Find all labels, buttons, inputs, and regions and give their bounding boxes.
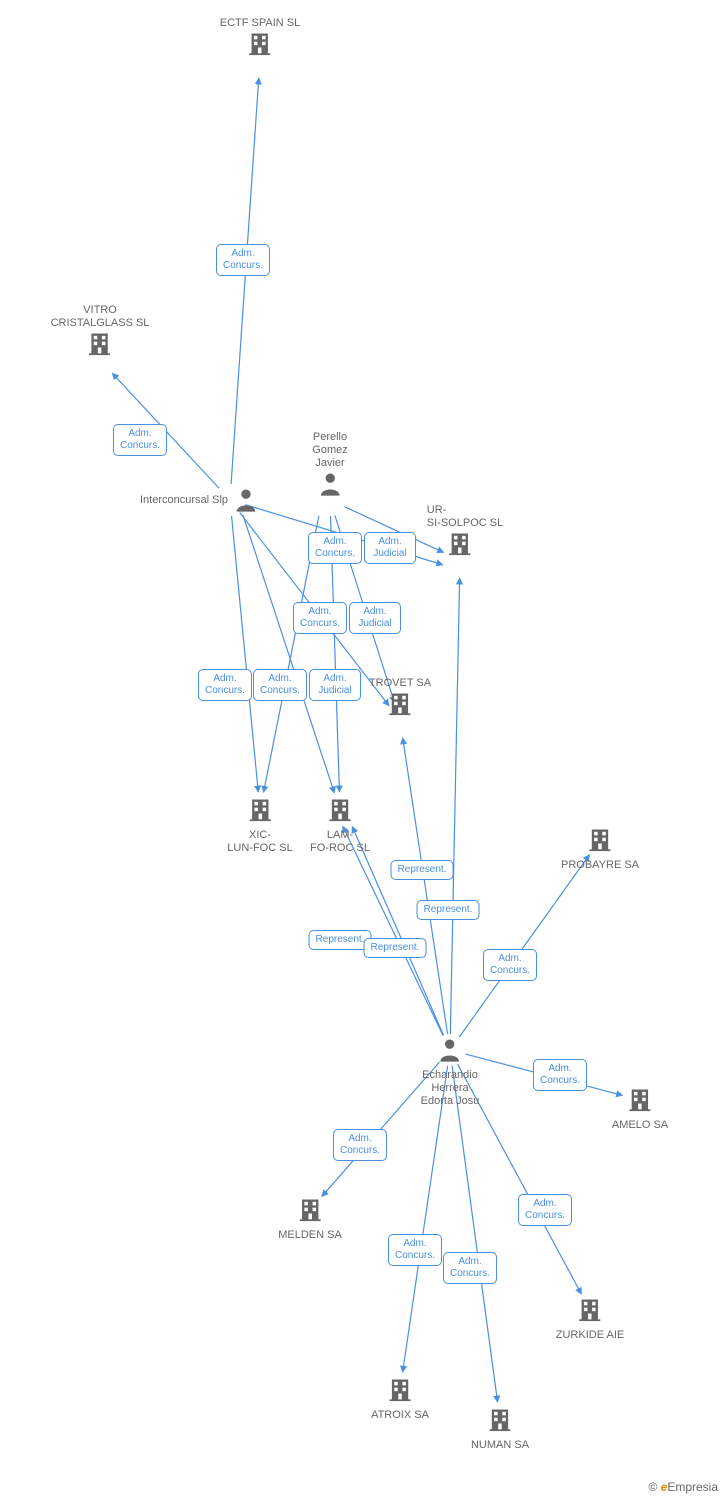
node-probayre[interactable]: PROBAYRE SA xyxy=(561,826,639,872)
node-atroix[interactable]: ATROIX SA xyxy=(371,1376,429,1422)
node-melden[interactable]: MELDEN SA xyxy=(278,1196,342,1242)
node-xic[interactable]: XIC-LUN-FOC SL xyxy=(227,796,292,855)
edge-label: Adm.Judicial xyxy=(309,669,361,701)
edge-label: Adm.Judicial xyxy=(349,602,401,634)
node-label: TROVET SA xyxy=(369,677,431,690)
edge-echar-lam xyxy=(352,826,443,1035)
edge-label: Adm.Judicial xyxy=(364,532,416,564)
node-label: ATROIX SA xyxy=(371,1409,429,1422)
node-zurkide[interactable]: ZURKIDE AIE xyxy=(556,1296,624,1342)
node-lam[interactable]: LAM-FO-ROC SL xyxy=(310,796,370,855)
edge-label: Adm.Concurs. xyxy=(308,532,362,564)
edge-echar-probayre xyxy=(459,855,589,1037)
edge-interconc-xic xyxy=(232,516,259,792)
node-numan[interactable]: NUMAN SA xyxy=(471,1406,529,1452)
edges-layer xyxy=(0,0,728,1500)
edge-label: Adm.Concurs. xyxy=(533,1059,587,1091)
edge-perello-xic xyxy=(264,516,319,793)
edge-label: Adm.Concurs. xyxy=(216,244,270,276)
edge-echar-atroix xyxy=(403,1066,448,1372)
edge-label: Adm.Concurs. xyxy=(333,1129,387,1161)
edge-label: Represent. xyxy=(309,930,372,950)
node-label: PROBAYRE SA xyxy=(561,859,639,872)
node-interconc[interactable]: Interconcursal Slp xyxy=(170,486,290,514)
edge-perello-trovet xyxy=(335,515,395,703)
copyright-text: Empresia xyxy=(667,1480,718,1494)
edge-label: Adm.Concurs. xyxy=(388,1234,442,1266)
edge-interconc-trovet xyxy=(240,513,389,706)
node-label: XIC-LUN-FOC SL xyxy=(227,829,292,855)
node-label: Interconcursal Slp xyxy=(140,494,228,507)
edge-label: Represent. xyxy=(364,938,427,958)
edge-interconc-ectf xyxy=(231,78,259,484)
node-label: AMELO SA xyxy=(612,1119,668,1132)
node-label: EcharandioHerreraEdorta Josu xyxy=(421,1069,480,1108)
edge-echar-numan xyxy=(452,1066,497,1402)
node-label: PerelloGomezJavier xyxy=(312,431,347,470)
node-label: MELDEN SA xyxy=(278,1229,342,1242)
node-vitro[interactable]: VITROCRISTALGLASS SL xyxy=(51,304,150,363)
edge-label: Adm.Concurs. xyxy=(198,669,252,701)
node-label: NUMAN SA xyxy=(471,1439,529,1452)
edge-label: Represent. xyxy=(391,860,454,880)
edge-label: Adm.Concurs. xyxy=(253,669,307,701)
edge-label: Adm.Concurs. xyxy=(518,1194,572,1226)
node-label: UR-SI-SOLPOC SL xyxy=(427,504,503,530)
edge-perello-lam xyxy=(331,516,340,792)
copyright: © eEmpresia xyxy=(648,1480,718,1494)
node-perello[interactable]: PerelloGomezJavier xyxy=(312,431,347,503)
node-label: ZURKIDE AIE xyxy=(556,1329,624,1342)
edge-label: Represent. xyxy=(417,900,480,920)
node-urasi[interactable]: UR-SI-SOLPOC SL xyxy=(417,504,503,563)
edge-interconc-lam xyxy=(243,515,334,793)
node-label: LAM-FO-ROC SL xyxy=(310,829,370,855)
edge-echar-lam xyxy=(343,826,443,1035)
node-label: ECTF SPAIN SL xyxy=(220,17,300,30)
edge-label: Adm.Concurs. xyxy=(293,602,347,634)
node-echar[interactable]: EcharandioHerreraEdorta Josu xyxy=(421,1036,480,1108)
node-label: VITROCRISTALGLASS SL xyxy=(51,304,150,330)
edge-echar-amelo xyxy=(465,1054,622,1095)
edge-label: Adm.Concurs. xyxy=(443,1252,497,1284)
node-ectf[interactable]: ECTF SPAIN SL xyxy=(220,17,300,63)
edge-echar-trovet xyxy=(403,738,448,1034)
node-trovet[interactable]: TROVET SA xyxy=(369,677,431,723)
edge-interconc-vitro xyxy=(112,373,219,488)
edge-label: Adm.Concurs. xyxy=(483,949,537,981)
edge-label: Adm.Concurs. xyxy=(113,424,167,456)
edge-echar-urasi xyxy=(450,578,459,1034)
node-amelo[interactable]: AMELO SA xyxy=(612,1086,668,1132)
